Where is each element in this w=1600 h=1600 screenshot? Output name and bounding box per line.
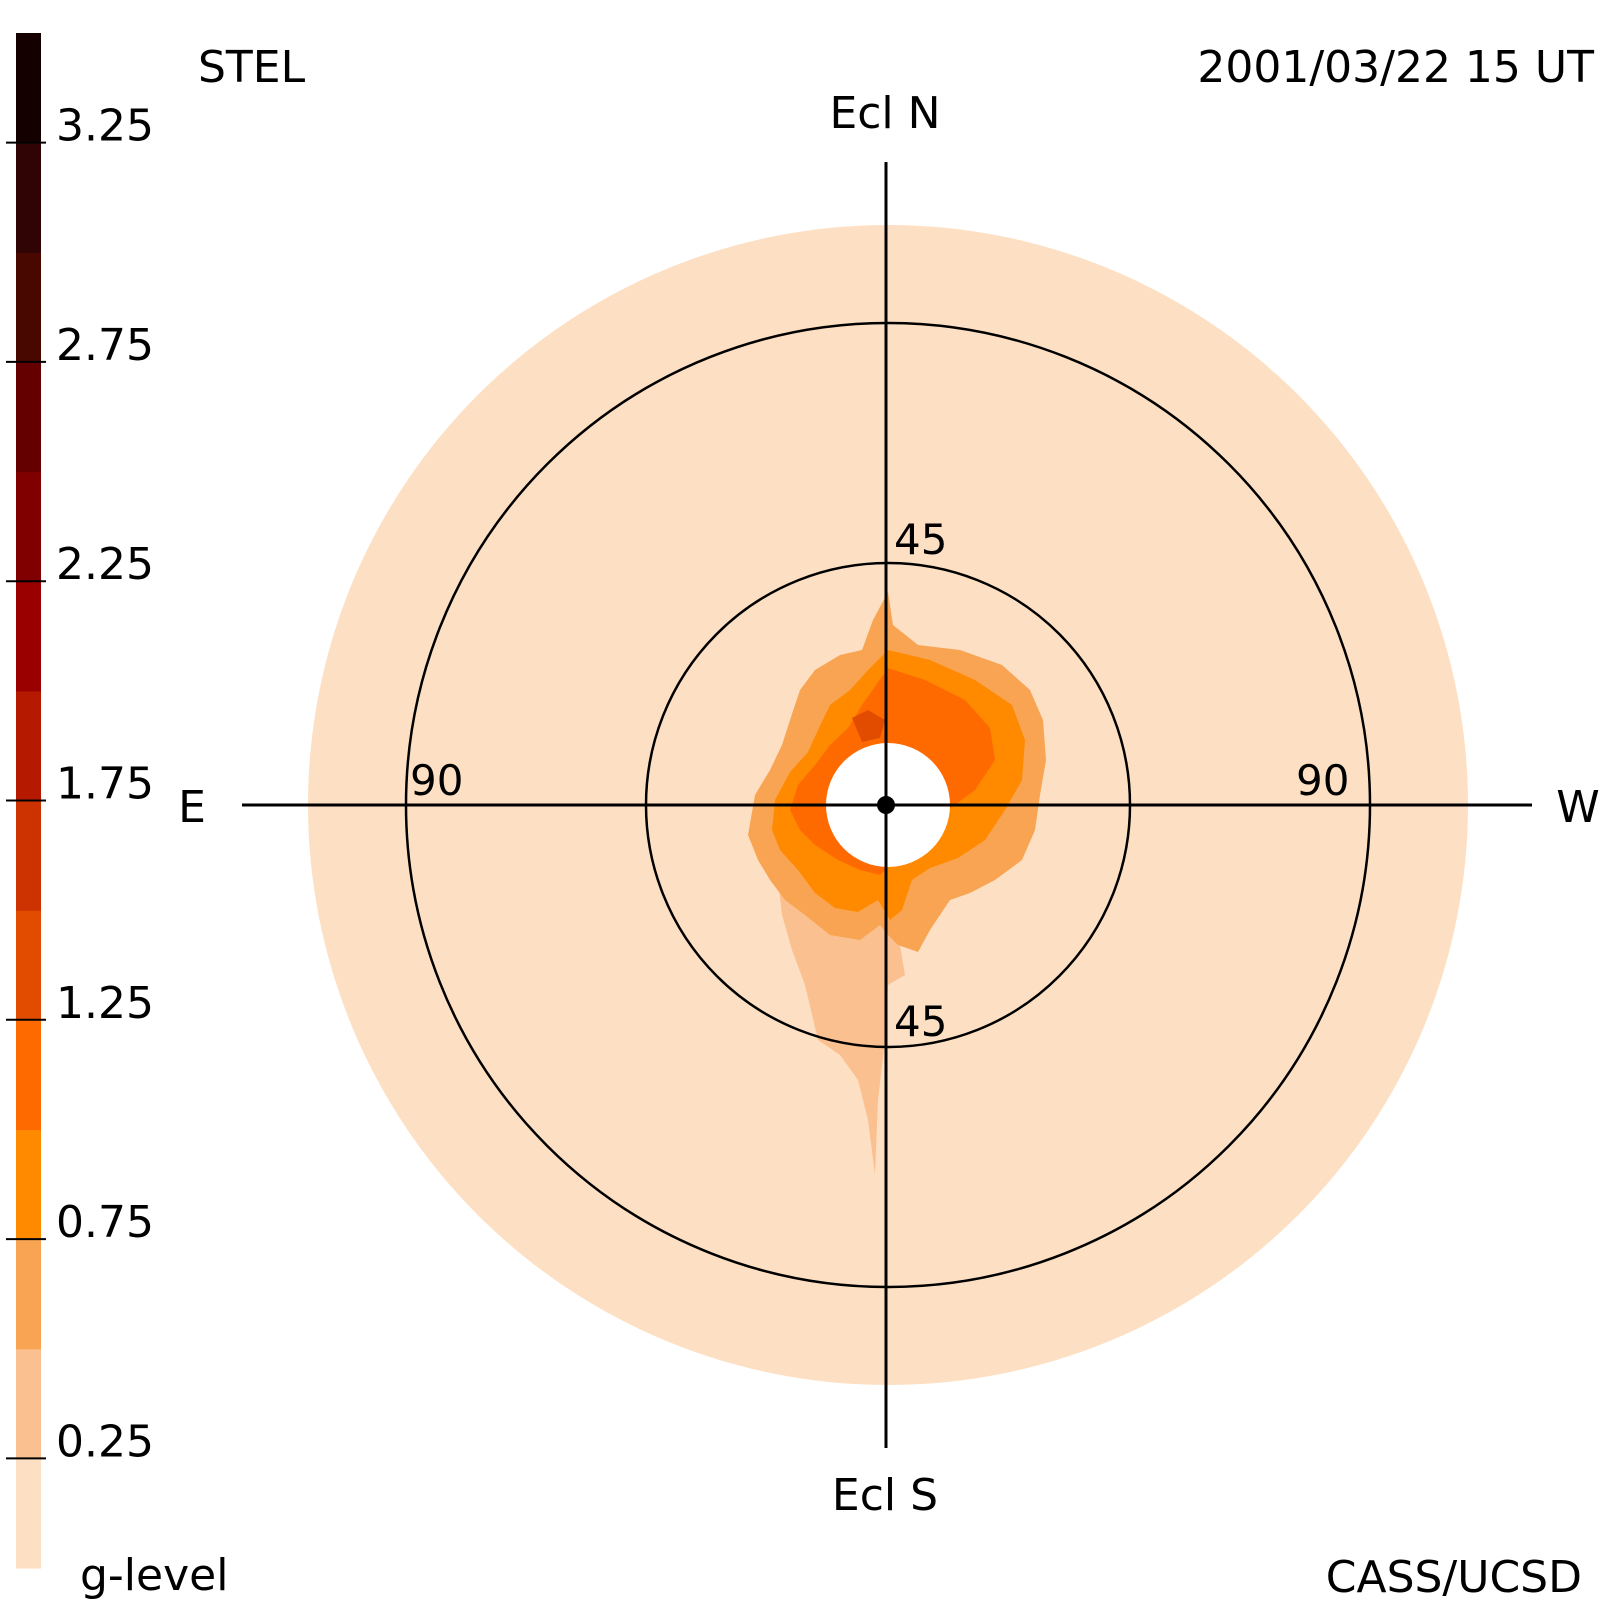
label-east: E (178, 782, 206, 833)
colorbar-cells (16, 33, 41, 1569)
colorbar-cell (16, 1129, 41, 1240)
colorbar-cell (16, 471, 41, 582)
colorbar-tick-label: 1.25 (56, 978, 154, 1029)
bright-spot (852, 710, 885, 742)
credit-label: CASS/UCSD (1326, 1552, 1582, 1600)
colorbar-cell (16, 910, 41, 1021)
ring-label-90-east: 90 (410, 756, 463, 805)
colorbar-tick-label: 3.25 (56, 101, 154, 152)
sky-map: 45 45 90 90 Ecl N Ecl S E W (178, 88, 1600, 1521)
colorbar-title: g-level (80, 1550, 228, 1600)
colorbar-cell (16, 800, 41, 911)
colorbar-cell (16, 1239, 41, 1350)
colorbar-cell (16, 1019, 41, 1131)
colorbar-tick-label: 2.25 (56, 539, 154, 590)
colorbar-tick-label: 0.25 (56, 1416, 154, 1467)
colorbar-cell (16, 252, 41, 363)
ring-label-45-south: 45 (894, 997, 947, 1046)
colorbar-cell (16, 1348, 41, 1459)
colorbar-cell (16, 581, 41, 692)
sun-marker (877, 796, 895, 814)
label-ecliptic-south: Ecl S (832, 1470, 938, 1521)
label-west: W (1556, 782, 1600, 833)
colorbar-tick-label: 0.75 (56, 1197, 154, 1248)
timestamp-label: 2001/03/22 15 UT (1197, 42, 1594, 93)
colorbar-ticks: 3.25 2.75 2.25 1.75 1.25 0.75 0.25 (6, 101, 154, 1467)
colorbar-cell (16, 361, 41, 473)
colorbar-tick-label: 1.75 (56, 759, 154, 810)
colorbar-tick-label: 2.75 (56, 320, 154, 371)
colorbar-cell (16, 142, 41, 253)
colorbar-cell (16, 33, 41, 144)
ring-label-45-north: 45 (894, 515, 947, 564)
instrument-label: STEL (198, 42, 306, 93)
label-ecliptic-north: Ecl N (829, 88, 940, 139)
colorbar-cell (16, 1458, 41, 1569)
ring-label-90-west: 90 (1296, 756, 1349, 805)
colorbar-cell (16, 690, 41, 802)
colorbar: 3.25 2.75 2.25 1.75 1.25 0.75 0.25 g-level (6, 33, 228, 1600)
